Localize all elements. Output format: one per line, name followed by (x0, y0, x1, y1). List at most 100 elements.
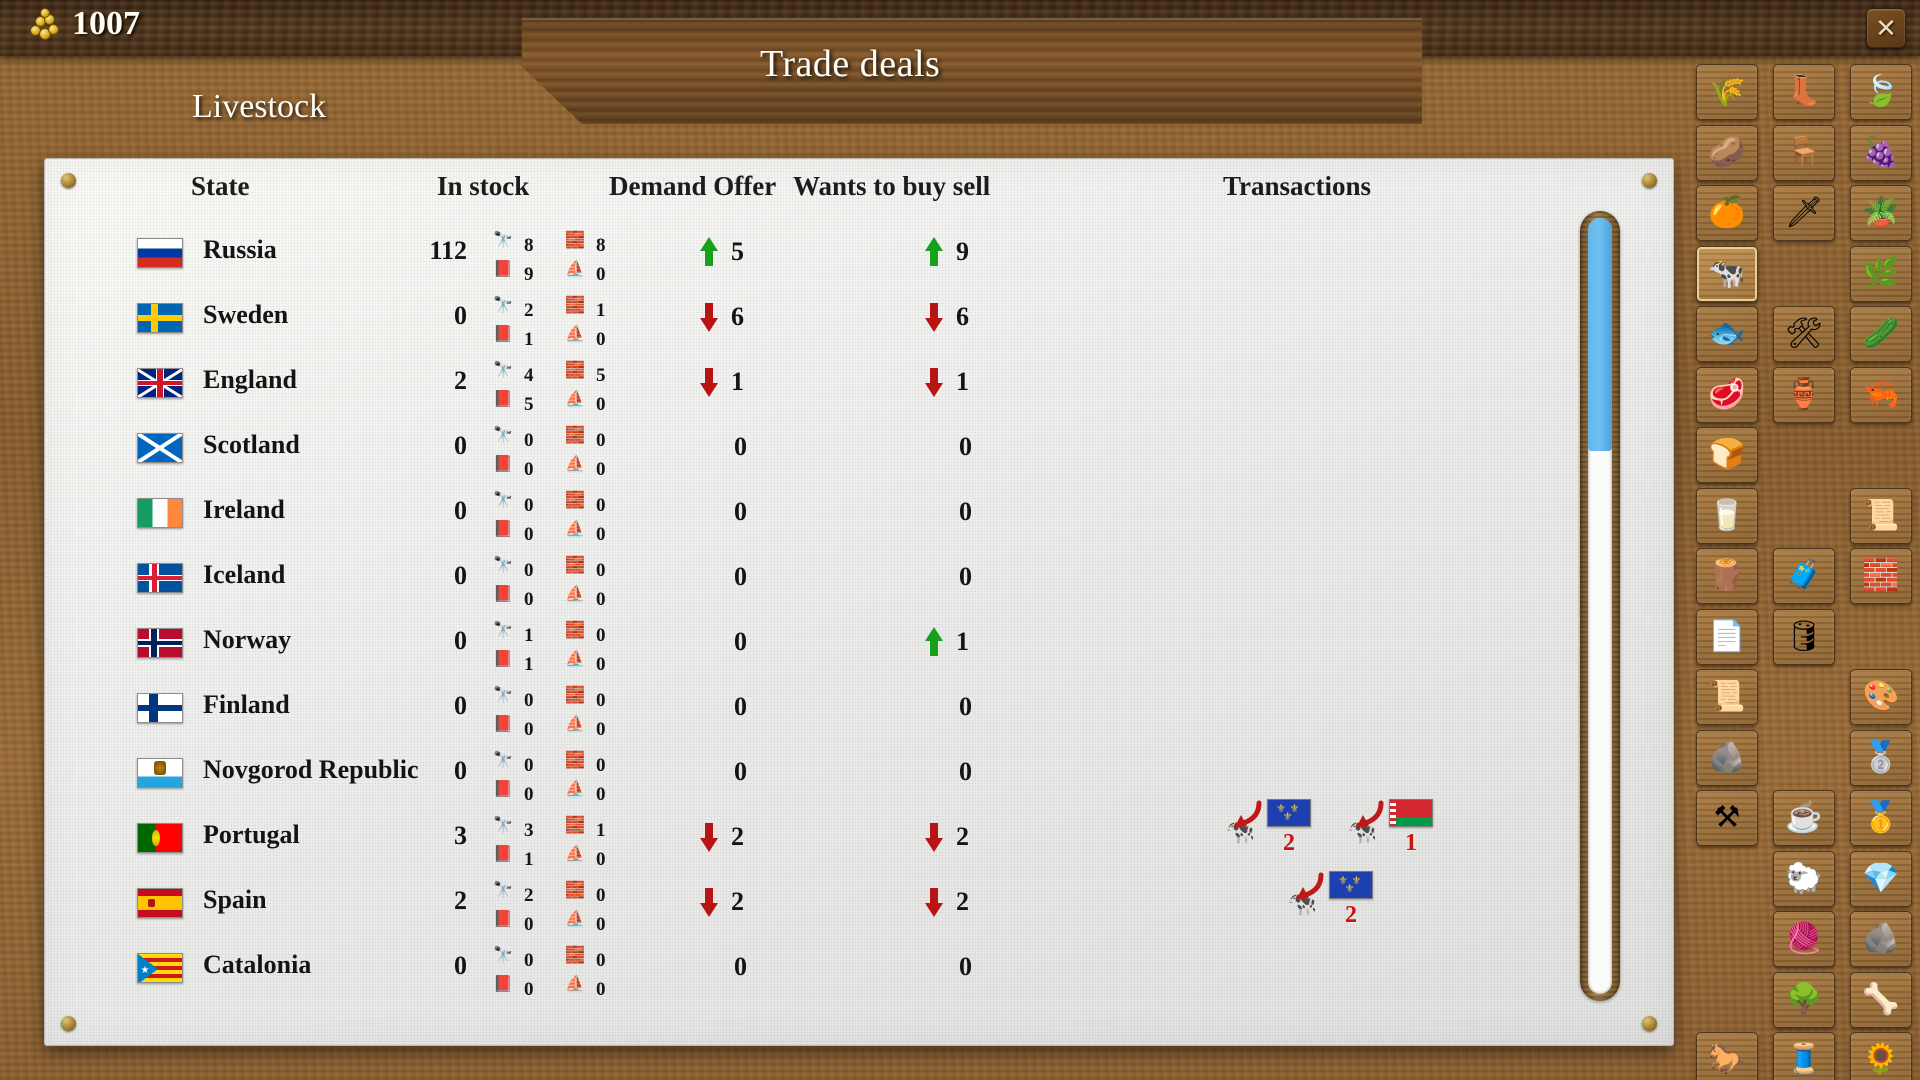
ship-count: 0 (596, 263, 606, 285)
commodity-slot-fruit[interactable]: 🍊 (1696, 185, 1758, 241)
barrel-icon: 🛢 (1784, 620, 1824, 653)
commodity-slot-leather[interactable]: 🧵 (1773, 1032, 1835, 1080)
commodity-slot-barrel[interactable]: 🛢 (1773, 609, 1835, 665)
commodity-slot-dyes[interactable]: 🎨 (1850, 669, 1912, 725)
transaction-entry[interactable]: 🐄 ⚜ ⚜ ⚜ 2 (1287, 871, 1373, 929)
commodity-slot-stone[interactable]: 🪨 (1696, 730, 1758, 786)
stock-icon-group: 🧱 8 ⛵ 0 (565, 231, 639, 289)
commodity-slot-tea[interactable]: ☕ (1773, 790, 1835, 846)
commodity-slot-pottery[interactable]: 🏺 (1773, 367, 1835, 423)
commodity-slot-sheep[interactable]: 🐑 (1773, 851, 1835, 907)
commodity-slot-copper[interactable]: 🧱 (1850, 548, 1912, 604)
commodity-slot-horses[interactable]: 🐎 (1696, 1032, 1758, 1080)
commodity-slot-scrolls[interactable]: 📜 (1696, 669, 1758, 725)
commodity-slot-barrel-ale[interactable]: 🥛 (1696, 488, 1758, 544)
commodity-slot-spices[interactable]: 🌿 (1850, 246, 1912, 302)
table-row[interactable]: Spain 2 🔭 2 📕 0 🧱 0 ⛵ 0 2 2 (45, 877, 1575, 942)
table-row[interactable]: Russia 112 🔭 8 📕 9 🧱 8 ⛵ 0 5 9 (45, 227, 1575, 292)
commodity-slot-ore[interactable]: 🪨 (1850, 911, 1912, 967)
commodity-slot-paper-rolls[interactable]: 📜 (1850, 488, 1912, 544)
commodity-slot-wool[interactable]: 🧶 (1773, 911, 1835, 967)
commodity-slot-grapes[interactable]: 🍇 (1850, 125, 1912, 181)
book-slot: 📕 (493, 846, 519, 870)
telescope-icon: 🔭 (493, 426, 513, 444)
stock-icon-group: 🔭 1 📕 1 (493, 621, 567, 679)
commodity-slot-gold-bars[interactable]: 🥇 (1850, 790, 1912, 846)
commodity-slot-vegetables[interactable]: 🥒 (1850, 306, 1912, 362)
rivet (1642, 1016, 1657, 1031)
crate-slot: 🧱 (565, 817, 591, 841)
trade-panel: State In stock Demand Offer Wants to buy… (44, 158, 1674, 1046)
table-row[interactable]: Iceland 0 🔭 0 📕 0 🧱 0 ⛵ 0 0 0 (45, 552, 1575, 617)
ship-icon: ⛵ (565, 260, 585, 278)
panel-scrollbar[interactable] (1580, 211, 1620, 1001)
hides-icon: 🧳 (1785, 559, 1823, 592)
demand-offer-cell: 0 (700, 757, 810, 787)
commodity-slot-coffee[interactable]: 🪴 (1850, 185, 1912, 241)
book-count: 1 (524, 848, 534, 870)
commodity-slot-bread[interactable]: 🍞 (1696, 427, 1758, 483)
telescope-slot: 🔭 (493, 947, 519, 971)
barrel-ale-icon: 🥛 (1708, 499, 1746, 532)
commodity-slot-gems[interactable]: 💎 (1850, 851, 1912, 907)
table-row[interactable]: Ireland 0 🔭 0 📕 0 🧱 0 ⛵ 0 0 0 (45, 487, 1575, 552)
commodity-slot-anvil[interactable]: ⚒ (1696, 790, 1758, 846)
anvil-icon: ⚒ (1713, 801, 1741, 834)
scrollbar-track[interactable] (1588, 218, 1612, 994)
ship-count: 0 (596, 588, 606, 610)
transaction-entry[interactable]: 🐄 1 (1347, 799, 1433, 857)
commodity-slot-boots[interactable]: 👢 (1773, 64, 1835, 120)
telescope-count: 8 (524, 234, 534, 256)
weapons-icon: 🗡 (1784, 196, 1824, 229)
country-flag-fi (137, 693, 183, 723)
commodity-slot-parchment[interactable]: 📄 (1696, 609, 1758, 665)
table-row[interactable]: Catalonia 0 🔭 0 📕 0 🧱 0 ⛵ 0 0 0 (45, 942, 1575, 1007)
commodity-slot-fish[interactable]: 🐟 (1696, 306, 1758, 362)
fleur-de-lis-icon: ⚜ (1351, 874, 1362, 887)
commodity-slot-silver[interactable]: 🥈 (1850, 730, 1912, 786)
table-row[interactable]: Novgorod Republic 0 🔭 0 📕 0 🧱 0 ⛵ 0 0 0 (45, 747, 1575, 812)
column-header-state: State (191, 171, 250, 201)
commodity-slot-meat[interactable]: 🥩 (1696, 367, 1758, 423)
transaction-quantity: 2 (1345, 902, 1357, 928)
commodity-slot-ivory[interactable]: 🦴 (1850, 972, 1912, 1028)
commodity-slot-furniture[interactable]: 🪑 (1773, 125, 1835, 181)
book-icon: 📕 (493, 390, 513, 408)
wants-value: 9 (956, 237, 969, 266)
book-count: 1 (524, 328, 534, 350)
book-icon: 📕 (493, 585, 513, 603)
commodity-slot-weapons[interactable]: 🗡 (1773, 185, 1835, 241)
table-row[interactable]: Sweden 0 🔭 2 📕 1 🧱 1 ⛵ 0 6 6 (45, 292, 1575, 357)
commodity-slot-seafood[interactable]: 🦐 (1850, 367, 1912, 423)
country-name: Ireland (203, 495, 285, 524)
commodity-slot-grain[interactable]: 🌾 (1696, 64, 1758, 120)
scrollbar-thumb[interactable] (1588, 218, 1612, 451)
table-row[interactable]: Norway 0 🔭 1 📕 1 🧱 0 ⛵ 0 0 1 (45, 617, 1575, 682)
tools-icon: 🛠 (1784, 317, 1824, 350)
coin-icon (40, 8, 50, 18)
telescope-icon: 🔭 (493, 621, 513, 639)
fleur-de-lis-icon: ⚜ (1289, 802, 1300, 815)
transaction-entry[interactable]: 🐄 ⚜ ⚜ ⚜ 2 (1225, 799, 1311, 857)
telescope-slot: 🔭 (493, 817, 519, 841)
commodity-slot-livestock[interactable]: 🐄 (1696, 246, 1758, 302)
commodity-slot-leaf-herbs[interactable]: 🍃 (1850, 64, 1912, 120)
stock-icon-group: 🔭 0 📕 0 (493, 946, 567, 1004)
table-row[interactable]: Scotland 0 🔭 0 📕 0 🧱 0 ⛵ 0 0 0 (45, 422, 1575, 487)
commodity-slot-planks[interactable]: 🪵 (1696, 548, 1758, 604)
in-stock-value: 0 (454, 561, 467, 590)
table-row[interactable]: Portugal 3 🔭 3 📕 1 🧱 1 ⛵ 0 2 2 (45, 812, 1575, 877)
table-row[interactable]: Finland 0 🔭 0 📕 0 🧱 0 ⛵ 0 0 0 (45, 682, 1575, 747)
stock-icon-row: ⛵ 0 (565, 260, 639, 289)
in-stock-value: 0 (454, 756, 467, 785)
close-button[interactable]: ✕ (1866, 8, 1906, 48)
commodity-slot-hides[interactable]: 🧳 (1773, 548, 1835, 604)
stock-icon-row: 🧱 1 (565, 296, 639, 325)
commodity-slot-timber[interactable]: 🌳 (1773, 972, 1835, 1028)
commodity-slot-potatoes[interactable]: 🥔 (1696, 125, 1758, 181)
demand-offer-cell: 2 (700, 887, 810, 917)
leaf-herbs-icon: 🍃 (1862, 75, 1900, 108)
commodity-slot-flowers[interactable]: 🌻 (1850, 1032, 1912, 1080)
table-row[interactable]: England 2 🔭 4 📕 5 🧱 5 ⛵ 0 1 1 (45, 357, 1575, 422)
commodity-slot-tools[interactable]: 🛠 (1773, 306, 1835, 362)
